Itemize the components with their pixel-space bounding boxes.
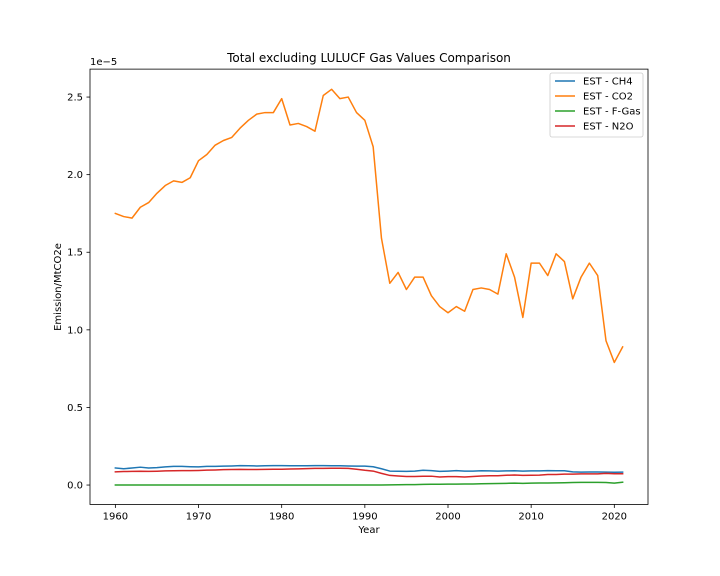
legend: EST - CH4 EST - CO2 EST - F-Gas EST - N2O [549, 72, 644, 138]
series-line-2 [114, 88, 624, 364]
y-tick-label: 2.5 [67, 93, 83, 104]
legend-label: EST - CH4 [583, 77, 633, 88]
x-axis-label: Year [357, 525, 380, 536]
series-line-3 [114, 481, 624, 486]
legend-label: EST - F-Gas [583, 107, 641, 118]
y-tick-label: 2.0 [67, 170, 83, 181]
plot-area-frame [89, 68, 649, 505]
x-tick-label: 1990 [352, 511, 377, 522]
x-tick-label: 2000 [435, 511, 460, 522]
y-axis-offset-label: 1e−5 [90, 57, 117, 68]
chart-title: Total excluding LULUCF Gas Values Compar… [226, 51, 511, 65]
legend-label: EST - CO2 [583, 92, 633, 103]
y-tick-label: 1.5 [67, 248, 83, 259]
legend-frame [549, 72, 644, 138]
y-tick-label: 1.0 [67, 325, 83, 336]
x-tick-label: 1960 [103, 511, 128, 522]
y-axis-label: Emission/MtCO2e [53, 243, 64, 331]
y-tick-label: 0.0 [67, 481, 83, 492]
legend-label: EST - N2O [583, 122, 634, 133]
series-line-1 [114, 464, 624, 474]
y-tick-label: 0.5 [67, 403, 83, 414]
x-tick-label: 2020 [602, 511, 627, 522]
series-lines [114, 88, 624, 486]
series-line-4 [114, 467, 624, 478]
x-tick-label: 2010 [518, 511, 543, 522]
axis-ticks: 1960 1970 1980 1990 2000 2010 2020 0.0 0.5 1.0 1.5… [67, 93, 627, 523]
x-tick-label: 1970 [186, 511, 211, 522]
x-tick-label: 1980 [269, 511, 294, 522]
